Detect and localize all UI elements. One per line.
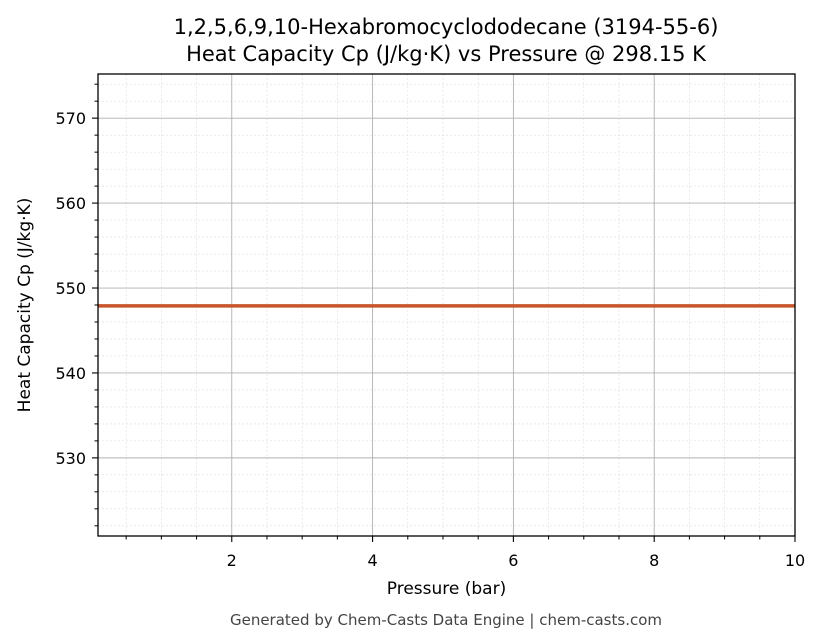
y-tick-label: 560 — [55, 194, 86, 213]
footer-credit: Generated by Chem-Casts Data Engine | ch… — [230, 611, 662, 629]
x-axis-label: Pressure (bar) — [387, 579, 506, 599]
x-tick-label: 10 — [785, 551, 805, 570]
x-tick-label: 8 — [649, 551, 659, 570]
chart-title-line-2: Heat Capacity Cp (J/kg·K) vs Pressure @ … — [186, 42, 707, 66]
chart-title: 1,2,5,6,9,10-Hexabromocyclododecane (319… — [174, 15, 719, 66]
y-tick-label: 530 — [55, 449, 86, 468]
y-tick-label: 570 — [55, 109, 86, 128]
axis-ticks: 2 4 6 8 10 530 540 550 560 570 — [55, 83, 805, 570]
x-tick-label: 6 — [508, 551, 518, 570]
chart-title-line-1: 1,2,5,6,9,10-Hexabromocyclododecane (319… — [174, 15, 719, 39]
y-tick-label: 550 — [55, 279, 86, 298]
minor-grid — [98, 74, 795, 536]
y-axis-label: Heat Capacity Cp (J/kg·K) — [15, 198, 35, 413]
y-tick-label: 540 — [55, 364, 86, 383]
x-tick-label: 2 — [227, 551, 237, 570]
x-tick-label: 4 — [367, 551, 377, 570]
